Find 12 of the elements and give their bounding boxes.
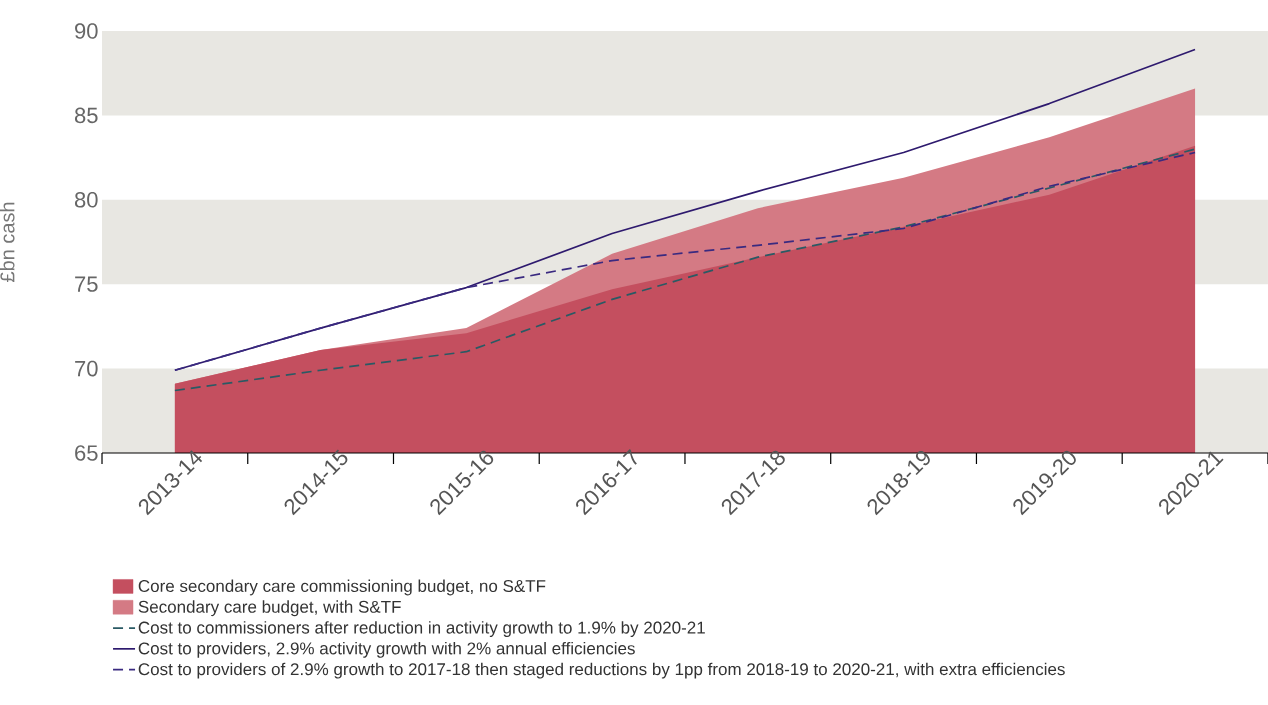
legend-label: Cost to providers of 2.9% growth to 2017-18 then staged reductions by 1pp from 2018-19 to 2020-21, with extra efficiencies: [138, 662, 1065, 679]
y-tick-label: 65: [75, 445, 98, 461]
y-tick-label: 75: [75, 276, 98, 292]
legend-label: Cost to commissioners after reduction in activity growth to 1.9% by 2020-21: [138, 621, 705, 637]
y-tick-label: 70: [75, 360, 98, 377]
legend-label: Cost to providers, 2.9% activity growth with 2% annual efficiencies: [138, 641, 635, 658]
legend-label: Secondary care budget, with S&TF: [138, 600, 401, 617]
y-tick-label: 80: [74, 192, 98, 208]
y-tick-label: 85: [74, 107, 98, 124]
y-tick-label: 90: [75, 23, 98, 39]
legend-label: Core secondary care commissioning budget, no S&TF: [138, 579, 546, 596]
y-axis-title: £bn cash: [0, 202, 15, 283]
